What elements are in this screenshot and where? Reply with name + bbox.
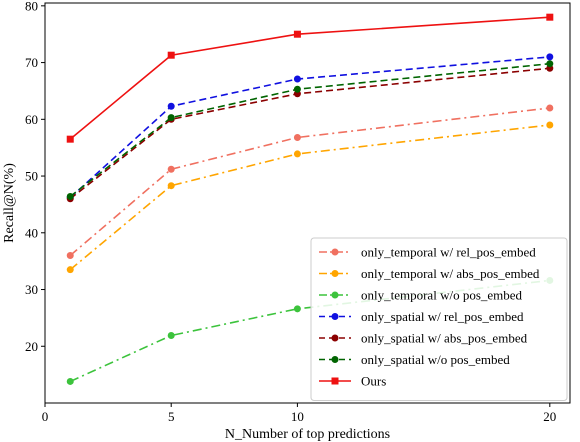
legend-box (310, 237, 568, 401)
data-point (167, 51, 175, 59)
series-line (69, 56, 550, 199)
legend-marker (331, 356, 339, 363)
data-point (293, 305, 301, 313)
y-tick-label: 20 (25, 339, 38, 354)
series-5 (66, 60, 554, 200)
data-point (293, 85, 301, 93)
legend-item: only_temporal w/ abs_pos_embed (319, 266, 540, 281)
data-point (546, 104, 554, 112)
data-point (167, 182, 175, 190)
legend: only_temporal w/ rel_pos_embed only_tempo… (310, 237, 568, 401)
legend-marker (331, 334, 339, 342)
x-tick-label: 10 (291, 409, 304, 424)
data-point (293, 30, 301, 38)
legend-marker (331, 270, 339, 277)
y-tick-label: 80 (25, 0, 38, 13)
legend-item: only_temporal w/ rel_pos_embed (319, 245, 536, 260)
data-point (546, 13, 554, 21)
x-tick-label: 0 (42, 409, 49, 424)
y-tick-label: 60 (25, 112, 38, 127)
data-point (66, 192, 74, 200)
legend-item: Ours (319, 374, 386, 389)
x-tick-label: 20 (543, 409, 556, 424)
plot-frame (44, 2, 571, 404)
data-point (546, 121, 554, 129)
series-line (69, 124, 550, 271)
data-point (167, 165, 175, 173)
y-tick-label: 40 (25, 225, 38, 240)
series-6 (66, 13, 554, 143)
x-tick-label: 5 (168, 409, 175, 424)
series-0 (66, 104, 554, 259)
data-point (167, 331, 175, 339)
legend-marker (331, 248, 339, 256)
data-point (546, 53, 554, 61)
y-tick-label: 30 (25, 282, 38, 297)
legend-item: only_temporal w/o pos_embed (319, 288, 523, 303)
series-line (69, 67, 550, 200)
axis-ticks: 0 5 10 20 20 30 40 50 60 70 80 (25, 0, 556, 424)
series-line (69, 107, 550, 257)
legend-item: only_spatial w/ rel_pos_embed (319, 309, 524, 324)
x-axis-label: N_Number of top predictions (225, 427, 390, 442)
series-line (69, 62, 550, 198)
data-point (293, 75, 301, 83)
legend-label: only_temporal w/ abs_pos_embed (361, 266, 540, 281)
series-layer (66, 13, 554, 385)
y-tick-label: 70 (25, 55, 38, 70)
legend-item: only_spatial w/ abs_pos_embed (319, 331, 528, 346)
y-axis-label: Recall@N(%) (2, 163, 17, 243)
data-point (167, 102, 175, 110)
y-tick-label: 50 (25, 169, 38, 184)
legend-label: only_temporal w/ rel_pos_embed (361, 245, 536, 260)
legend-label: only_spatial w/o pos_embed (361, 352, 510, 367)
axes-frame (44, 2, 571, 404)
legend-label: Ours (361, 374, 386, 389)
data-point (293, 150, 301, 158)
legend-label: only_temporal w/o pos_embed (361, 288, 523, 303)
series-line (69, 16, 550, 140)
legend-label: only_spatial w/ abs_pos_embed (361, 331, 528, 346)
legend-marker (331, 313, 339, 320)
series-1 (66, 121, 554, 274)
data-point (546, 60, 554, 68)
legend-label: only_spatial w/ rel_pos_embed (361, 309, 524, 324)
legend-item: only_spatial w/o pos_embed (319, 352, 510, 367)
data-point (66, 377, 74, 385)
data-point (293, 133, 301, 141)
data-point (167, 114, 175, 122)
data-point (66, 251, 74, 259)
data-point (66, 266, 74, 274)
legend-marker (331, 291, 339, 299)
data-point (66, 135, 74, 143)
legend-marker (331, 377, 339, 385)
